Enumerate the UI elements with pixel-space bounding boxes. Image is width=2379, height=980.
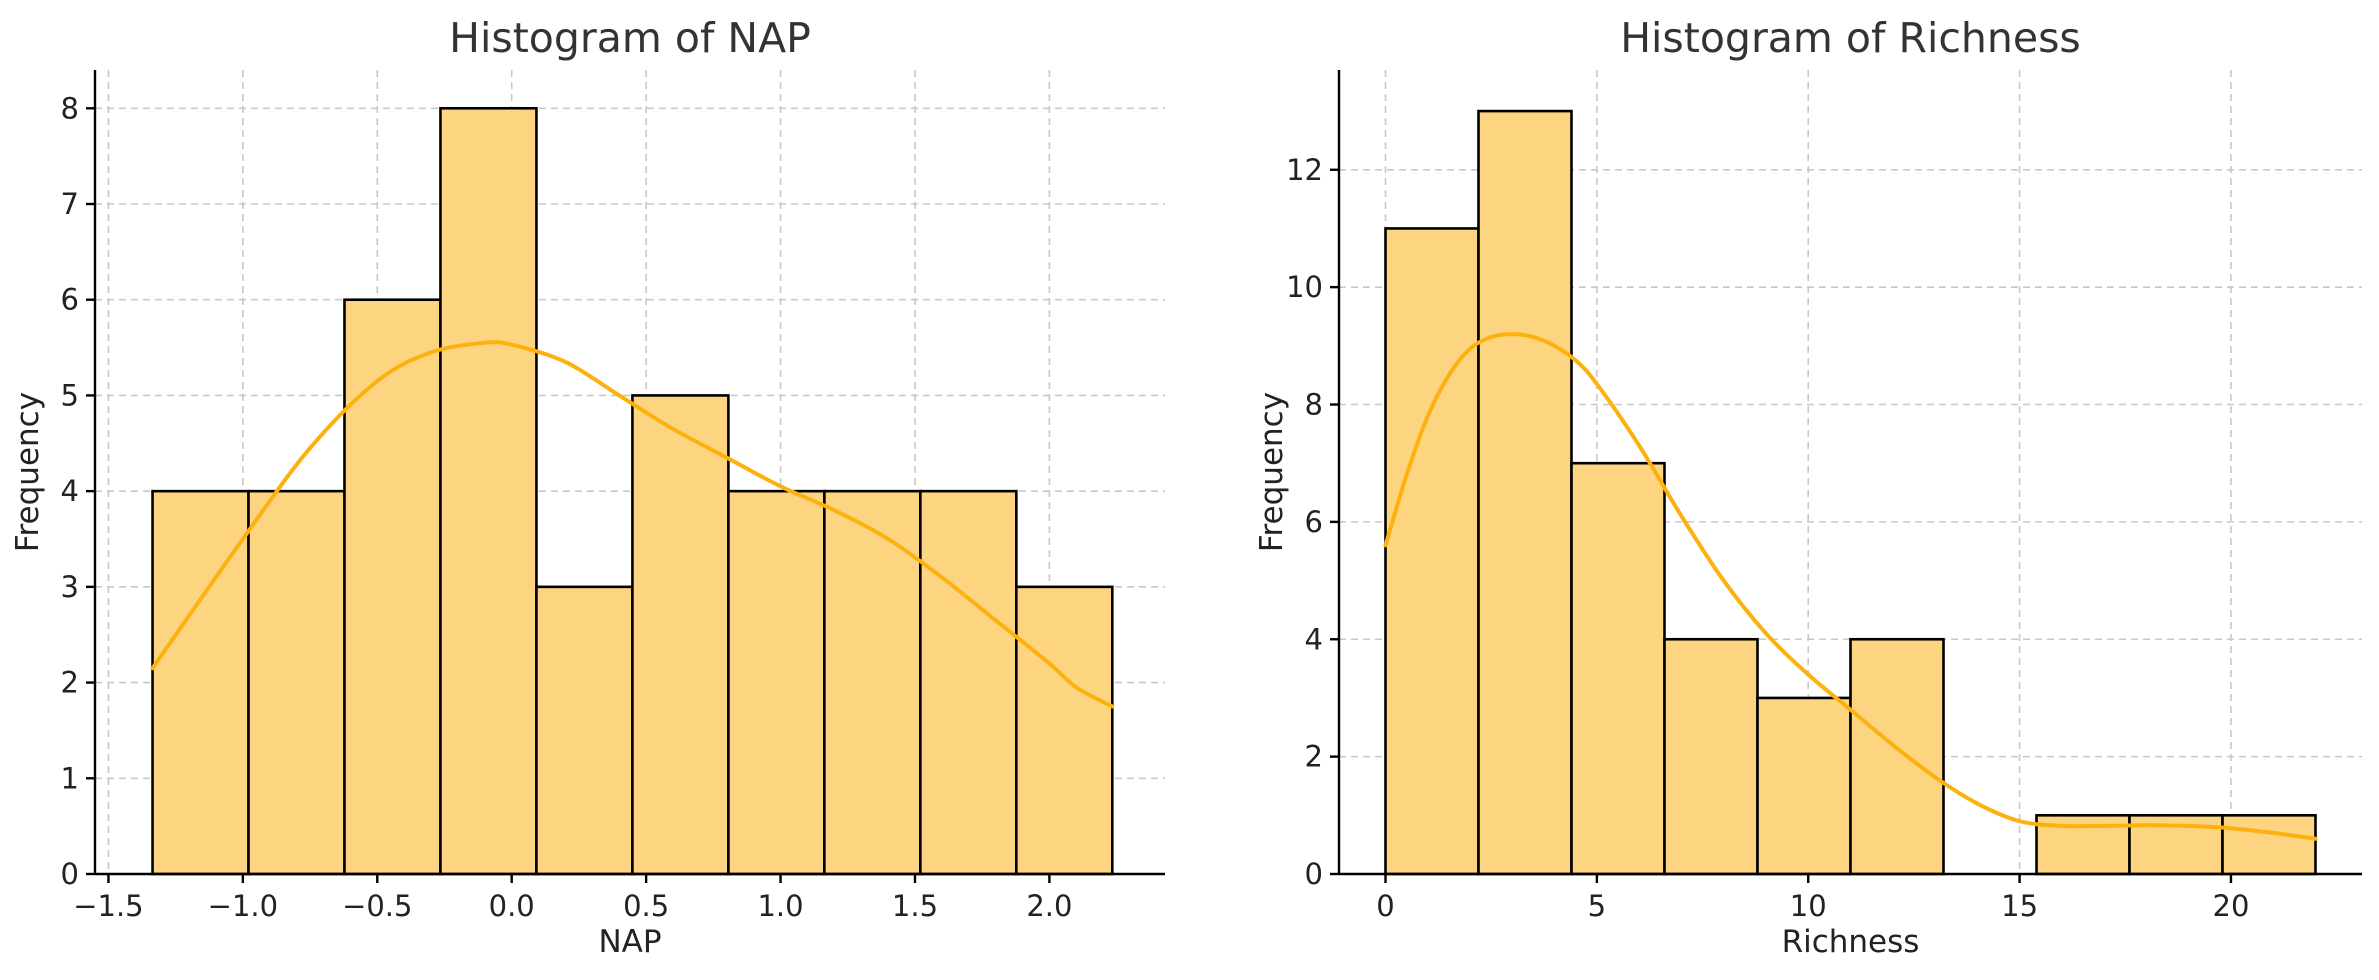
kde-curve [1383, 332, 2318, 841]
histogram-bar [1756, 696, 1852, 876]
x-tick-label: 10 [1790, 889, 1827, 923]
x-tick-label: 15 [2001, 889, 2038, 923]
histogram-bar [1663, 637, 1759, 876]
x-tick-label: 0 [1376, 889, 1394, 923]
y-tick-label: 3 [61, 570, 79, 604]
x-tick-label: 5 [1588, 889, 1606, 923]
histogram-bar [823, 489, 922, 876]
richness-chart-title: Histogram of Richness [1620, 14, 2081, 62]
x-tick-label: 20 [2213, 889, 2250, 923]
x-tick-label: −1.0 [208, 889, 278, 923]
histogram-bar [1849, 637, 1945, 876]
y-tick-label: 4 [61, 474, 79, 508]
histogram-bar [1015, 585, 1114, 876]
y-tick-label: 5 [61, 378, 79, 412]
nap-histogram-panel: −1.5 −1.0 −0.5 0.0 0.5 1.0 1.5 2.0 0 1 2 3 4 5 6 7 8 Hist… [10, 14, 1165, 960]
richness-histogram-panel: 0 5 10 15 20 0 2 4 6 8 10 12 Histogram of Richness Ri… [1254, 14, 2362, 960]
x-tick-label: 0.5 [623, 889, 669, 923]
histogram-bar [343, 298, 442, 876]
histogram-bar [1570, 461, 1666, 876]
y-axis-label: Frequency [1254, 392, 1290, 552]
y-tick-label: 10 [1286, 270, 1323, 304]
y-tick-label: 12 [1286, 153, 1323, 187]
y-tick-label: 6 [61, 283, 79, 317]
x-axis-label: Richness [1782, 924, 1920, 960]
x-tick-label: 1.0 [757, 889, 803, 923]
y-tick-label: 4 [1305, 622, 1323, 656]
y-tick-label: 1 [61, 761, 79, 795]
nap-chart-title: Histogram of NAP [449, 14, 811, 62]
y-tick-label: 0 [1305, 857, 1323, 891]
histogram-bar [1384, 227, 1480, 876]
histogram-bar [535, 585, 634, 876]
histogram-bar [247, 489, 346, 876]
x-axis-label: NAP [598, 924, 661, 960]
y-tick-label: 8 [1305, 388, 1323, 422]
y-tick-label: 6 [1305, 505, 1323, 539]
x-tick-label: 1.5 [892, 889, 938, 923]
histogram-bar [631, 394, 730, 876]
histogram-bar [727, 489, 826, 876]
kde-curve [150, 339, 1115, 709]
x-tick-label: 0.0 [489, 889, 535, 923]
y-tick-label: 2 [61, 666, 79, 700]
x-tick-label: −1.5 [73, 889, 143, 923]
x-tick-label: −0.5 [342, 889, 412, 923]
y-tick-label: 0 [61, 857, 79, 891]
histogram-bar [919, 489, 1018, 876]
y-axis-label: Frequency [10, 392, 46, 552]
y-tick-label: 8 [61, 91, 79, 125]
histogram-bar [2221, 814, 2317, 876]
y-tick-label: 7 [61, 187, 79, 221]
y-tick-label: 2 [1305, 740, 1323, 774]
histogram-bar [439, 106, 538, 876]
x-tick-label: 2.0 [1026, 889, 1072, 923]
histogram-bar [1477, 109, 1573, 876]
